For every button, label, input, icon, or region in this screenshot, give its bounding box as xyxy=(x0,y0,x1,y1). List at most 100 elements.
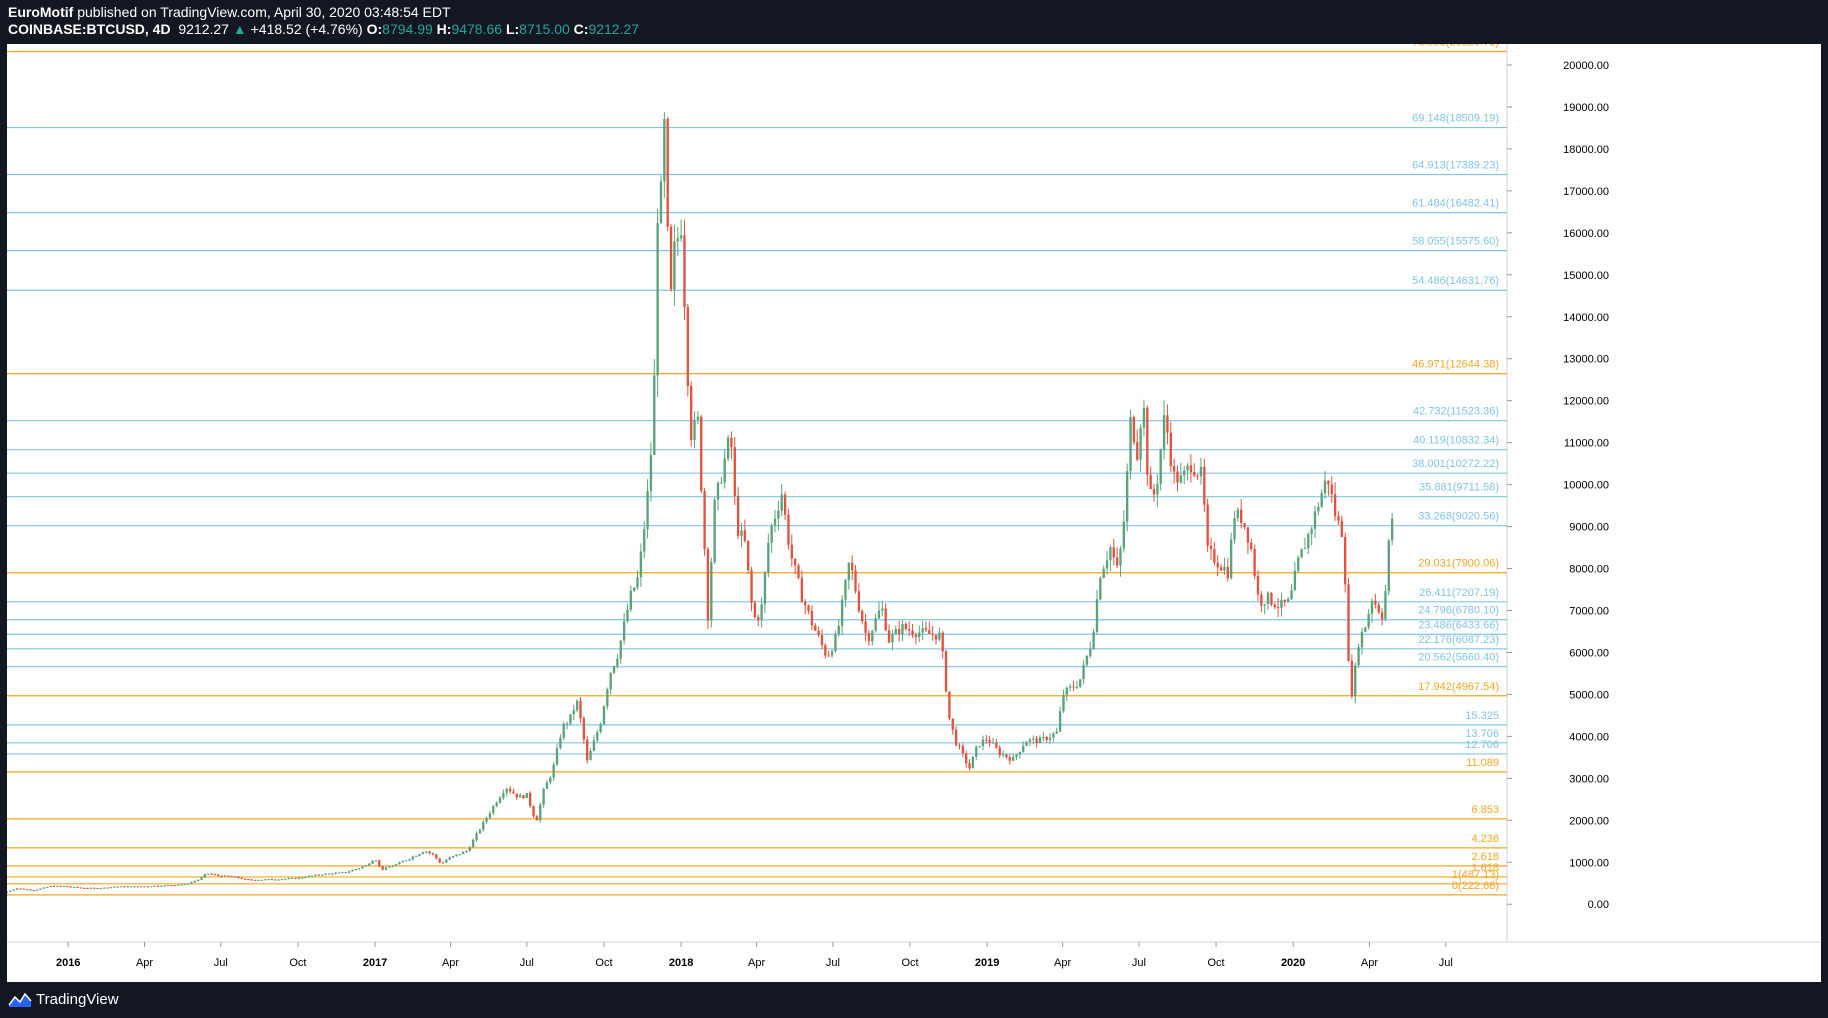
candle-body[interactable] xyxy=(233,876,237,878)
candle-body[interactable] xyxy=(1377,604,1380,613)
candle-body[interactable] xyxy=(552,764,555,778)
candle-body[interactable] xyxy=(676,238,679,242)
candle-body[interactable] xyxy=(914,634,918,638)
candle-body[interactable] xyxy=(384,867,388,870)
candle-body[interactable] xyxy=(951,718,954,730)
author-name[interactable]: EuroMotif xyxy=(8,4,74,20)
candle-body[interactable] xyxy=(260,879,264,881)
candle-body[interactable] xyxy=(418,854,421,856)
candle-body[interactable] xyxy=(116,886,119,888)
candle-body[interactable] xyxy=(421,852,425,855)
candle-body[interactable] xyxy=(1136,442,1139,460)
candle-body[interactable] xyxy=(1011,757,1015,761)
candle-body[interactable] xyxy=(733,447,736,496)
candle-body[interactable] xyxy=(1196,475,1199,477)
candle-body[interactable] xyxy=(314,874,317,876)
candle-body[interactable] xyxy=(700,416,703,491)
candle-body[interactable] xyxy=(160,885,163,887)
candle-body[interactable] xyxy=(237,876,240,878)
candle-body[interactable] xyxy=(1162,415,1166,450)
candle-body[interactable] xyxy=(1008,757,1011,761)
candle-body[interactable] xyxy=(1025,741,1028,746)
candle-body[interactable] xyxy=(529,792,532,807)
candle-body[interactable] xyxy=(971,756,975,769)
candle-body[interactable] xyxy=(663,119,666,182)
candle-body[interactable] xyxy=(284,878,287,880)
candle-body[interactable] xyxy=(96,888,99,890)
candle-body[interactable] xyxy=(9,890,12,892)
candle-body[interactable] xyxy=(740,530,743,536)
candle-body[interactable] xyxy=(196,879,200,881)
candle-body[interactable] xyxy=(1330,484,1333,495)
candle-body[interactable] xyxy=(1052,733,1055,738)
candle-body[interactable] xyxy=(1176,471,1179,483)
candle-body[interactable] xyxy=(113,886,116,888)
candle-body[interactable] xyxy=(790,544,793,559)
candle-body[interactable] xyxy=(884,608,887,631)
candle-body[interactable] xyxy=(921,628,924,633)
candle-body[interactable] xyxy=(133,886,136,888)
candle-body[interactable] xyxy=(300,877,304,879)
candle-body[interactable] xyxy=(478,829,482,834)
candle-body[interactable] xyxy=(1233,518,1236,540)
candle-body[interactable] xyxy=(1317,506,1320,512)
candle-body[interactable] xyxy=(1005,754,1008,758)
candle-body[interactable] xyxy=(1226,567,1229,579)
candle-body[interactable] xyxy=(1313,511,1317,529)
candle-body[interactable] xyxy=(1270,592,1273,605)
candle-body[interactable] xyxy=(713,499,716,563)
candle-body[interactable] xyxy=(1109,547,1112,561)
candle-body[interactable] xyxy=(757,617,760,621)
candle-body[interactable] xyxy=(86,888,89,890)
candle-body[interactable] xyxy=(706,549,710,621)
candle-body[interactable] xyxy=(539,804,542,821)
candle-body[interactable] xyxy=(1286,598,1290,602)
candle-body[interactable] xyxy=(290,878,294,880)
candle-body[interactable] xyxy=(515,793,518,798)
candle-body[interactable] xyxy=(22,888,25,890)
candle-body[interactable] xyxy=(599,724,602,733)
candle-body[interactable] xyxy=(891,633,894,643)
candle-body[interactable] xyxy=(596,732,599,741)
candle-body[interactable] xyxy=(277,879,280,881)
candle-body[interactable] xyxy=(653,375,656,456)
candle-body[interactable] xyxy=(220,875,223,877)
candle-body[interactable] xyxy=(1055,731,1058,734)
candle-body[interactable] xyxy=(411,856,414,860)
candle-body[interactable] xyxy=(1310,528,1313,535)
candle-body[interactable] xyxy=(254,879,257,881)
candle-body[interactable] xyxy=(1085,655,1089,665)
candle-body[interactable] xyxy=(1203,466,1206,505)
candle-body[interactable] xyxy=(441,862,445,864)
candle-body[interactable] xyxy=(518,795,522,798)
candle-body[interactable] xyxy=(106,887,109,889)
candle-body[interactable] xyxy=(186,883,190,885)
candle-body[interactable] xyxy=(918,632,921,638)
candle-body[interactable] xyxy=(498,797,502,803)
candle-body[interactable] xyxy=(575,700,579,711)
candle-body[interactable] xyxy=(820,635,824,646)
candle-body[interactable] xyxy=(901,623,904,635)
candle-body[interactable] xyxy=(1347,584,1350,661)
candle-body[interactable] xyxy=(42,887,46,889)
candle-body[interactable] xyxy=(622,621,626,641)
candle-body[interactable] xyxy=(1068,686,1072,688)
candle-body[interactable] xyxy=(612,666,616,673)
candle-body[interactable] xyxy=(958,745,961,747)
candle-body[interactable] xyxy=(1142,407,1146,428)
candle-body[interactable] xyxy=(1028,739,1032,742)
candle-body[interactable] xyxy=(911,630,914,635)
candle-body[interactable] xyxy=(29,889,32,891)
candle-body[interactable] xyxy=(1273,604,1276,608)
candle-body[interactable] xyxy=(1206,504,1209,546)
candle-body[interactable] xyxy=(998,747,1001,756)
candle-body[interactable] xyxy=(1129,417,1132,472)
candle-body[interactable] xyxy=(807,605,810,612)
symbol-name[interactable]: COINBASE:BTCUSD, 4D xyxy=(8,21,171,37)
candle-body[interactable] xyxy=(435,854,438,859)
candle-body[interactable] xyxy=(317,874,321,876)
candle-body[interactable] xyxy=(465,850,468,852)
candle-body[interactable] xyxy=(267,879,270,881)
candle-body[interactable] xyxy=(287,878,290,880)
candle-body[interactable] xyxy=(525,792,529,799)
